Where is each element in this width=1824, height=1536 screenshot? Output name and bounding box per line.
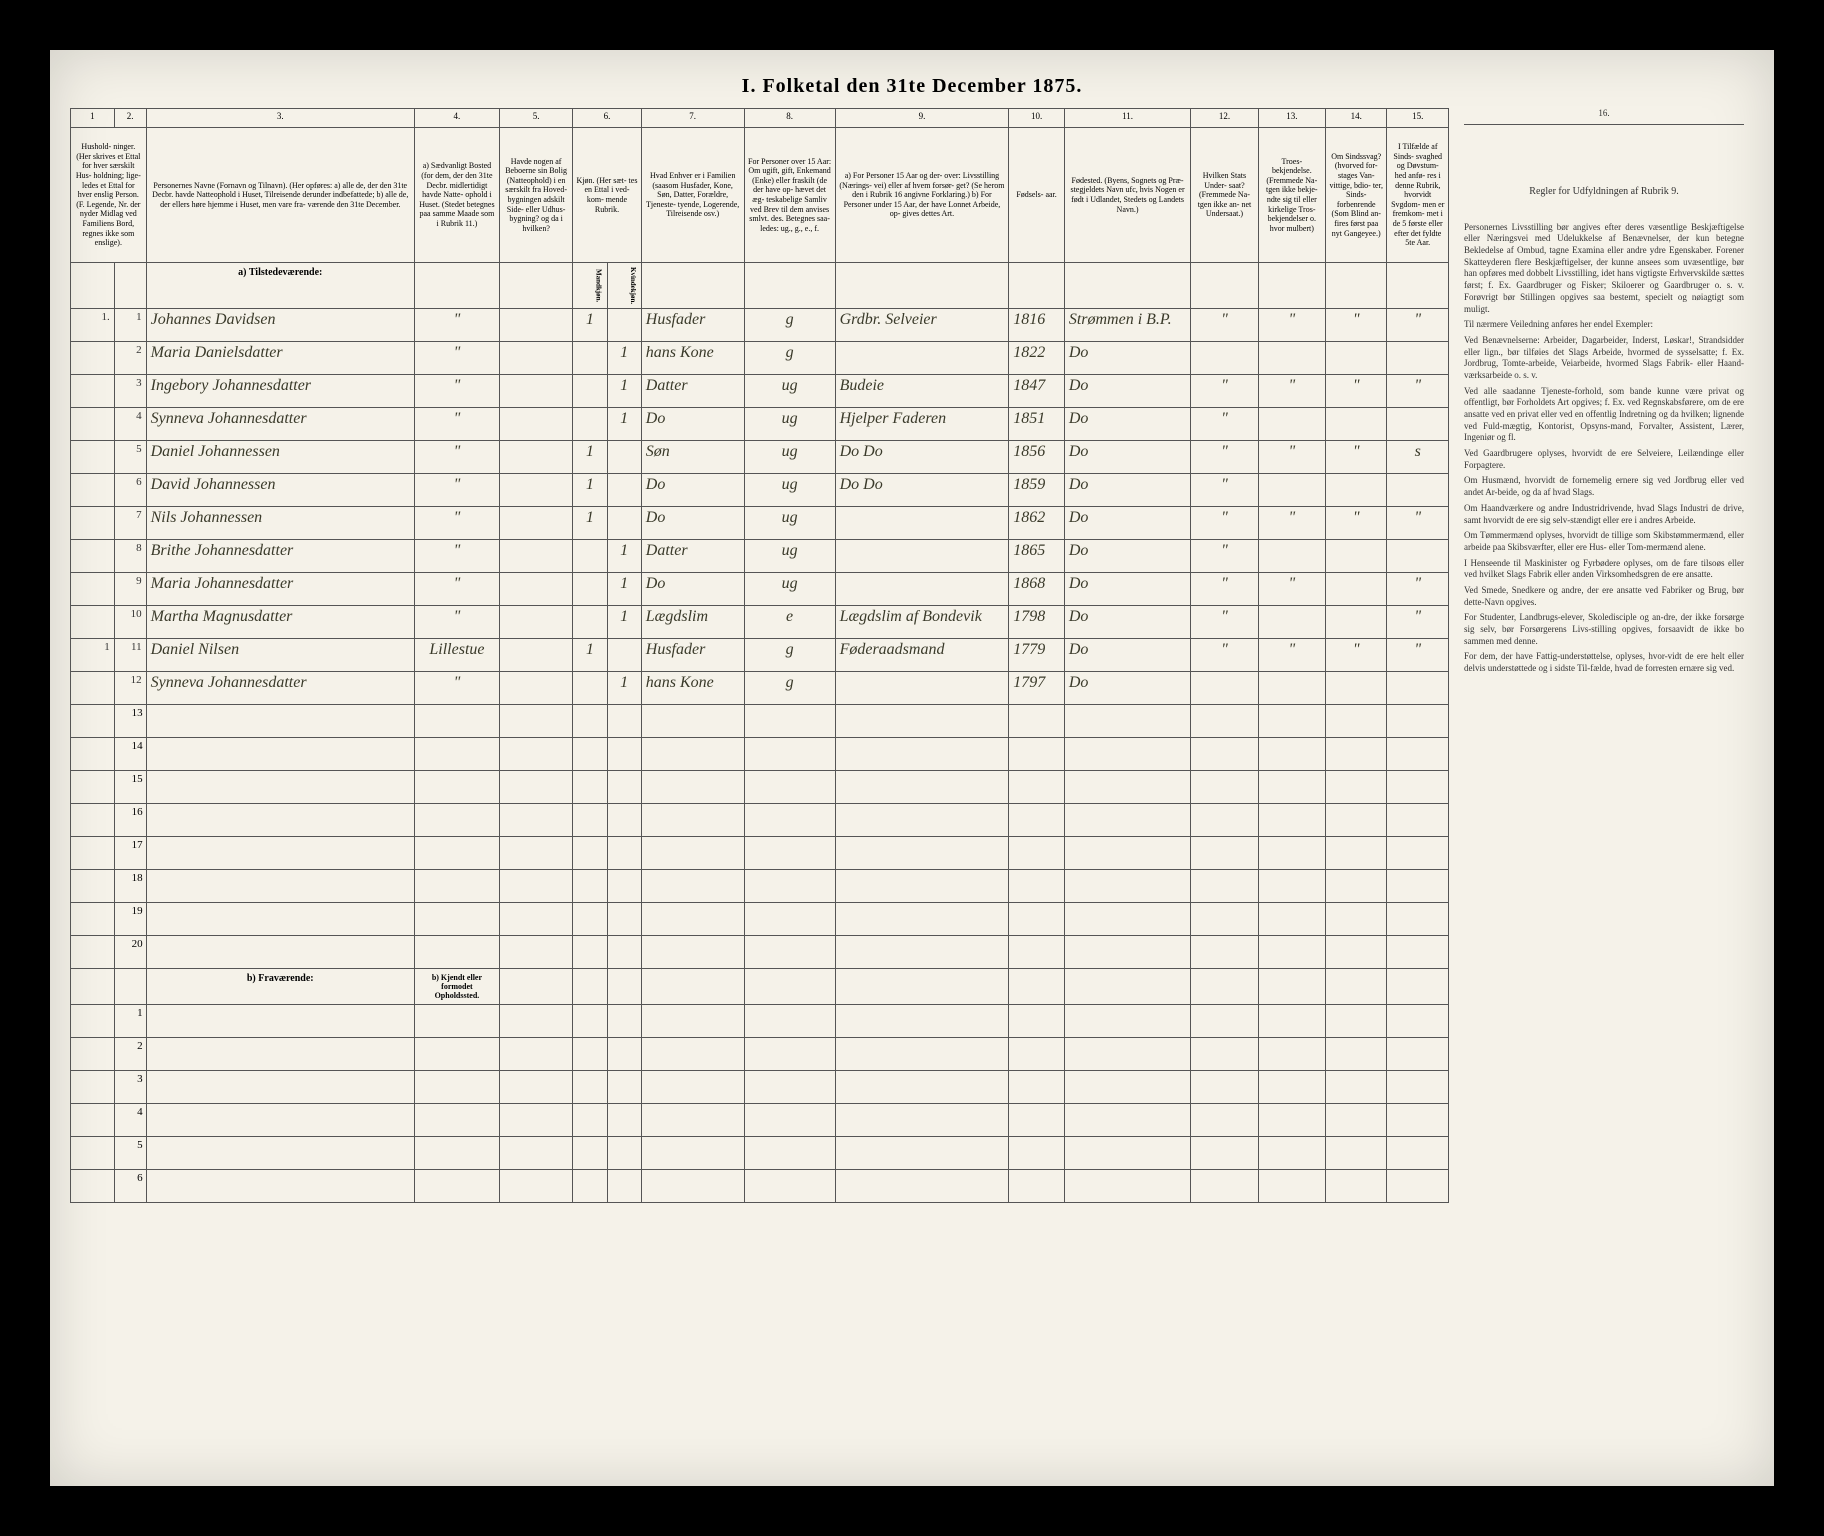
table-row: 14 bbox=[71, 738, 1449, 771]
rules-paragraph: Personernes Livsstilling bør angives eft… bbox=[1464, 222, 1744, 316]
header-marital: For Personer over 15 Aar: Om ugift, gift… bbox=[744, 128, 835, 263]
census-page: I. Folketal den 31te December 1875. 1 2.… bbox=[50, 50, 1774, 1486]
rules-paragraph: Ved Benævnelserne: Arbeider, Dagarbeider… bbox=[1464, 335, 1744, 382]
colnum: 9. bbox=[835, 109, 1009, 128]
rules-paragraph: Til nærmere Veiledning anføres her endel… bbox=[1464, 319, 1744, 331]
table-row: 1. 1 Johannes Davidsen " 1 Husfader g Gr… bbox=[71, 309, 1449, 342]
section-b-row: b) Fraværende: b) Kjendt eller formodet … bbox=[71, 969, 1449, 1005]
table-row: 18 bbox=[71, 870, 1449, 903]
table-row: 13 bbox=[71, 705, 1449, 738]
header-residence: a) Sædvanligt Bosted (for dem, der den 3… bbox=[414, 128, 499, 263]
rules-colnum: 16. bbox=[1464, 108, 1744, 125]
table-row: 4 bbox=[71, 1104, 1449, 1137]
colnum: 3. bbox=[146, 109, 414, 128]
header-occupation: a) For Personer 15 Aar og der- over: Liv… bbox=[835, 128, 1009, 263]
table-row: 20 bbox=[71, 936, 1449, 969]
rules-paragraph: For dem, der have Fattig-understøttelse,… bbox=[1464, 651, 1744, 674]
header-household: Hushold- ninger. (Her skrives et Ettal f… bbox=[71, 128, 147, 263]
content-area: 1 2. 3. 4. 5. 6. 7. 8. 9. 10. 11. 12. 13… bbox=[50, 108, 1774, 1203]
header-onset: I Tilfælde af Sinds- svaghed og Døvstum-… bbox=[1387, 128, 1449, 263]
header-insane: Om Sindssvag? (hvorved for- stages Van- … bbox=[1326, 128, 1387, 263]
rules-paragraph: For Studenter, Landbrugs-elever, Skoledi… bbox=[1464, 612, 1744, 647]
section-b-col4: b) Kjendt eller formodet Opholdssted. bbox=[414, 969, 499, 1005]
colnum: 13. bbox=[1258, 109, 1325, 128]
section-b-label: b) Fraværende: bbox=[146, 969, 414, 1005]
colnum: 12. bbox=[1191, 109, 1258, 128]
header-row: Hushold- ninger. (Her skrives et Ettal f… bbox=[71, 128, 1449, 263]
table-row: 6 David Johannessen " 1 Do ug Do Do 1859… bbox=[71, 474, 1449, 507]
section-a-label: a) Tilstedeværende: bbox=[146, 263, 414, 309]
colnum: 14. bbox=[1326, 109, 1387, 128]
table-row: 19 bbox=[71, 903, 1449, 936]
colnum: 1 bbox=[71, 109, 115, 128]
rules-paragraph: Om Tømmermænd oplyses, hvorvidt de tilli… bbox=[1464, 530, 1744, 553]
table-row: 12 Synneva Johannesdatter " 1 hans Kone … bbox=[71, 672, 1449, 705]
header-names: Personernes Navne (Fornavn og Tilnavn). … bbox=[146, 128, 414, 263]
table-row: 8 Brithe Johannesdatter " 1 Datter ug 18… bbox=[71, 540, 1449, 573]
header-building: Havde nogen af Beboerne sin Bolig (Natte… bbox=[499, 128, 572, 263]
table-row: 1 bbox=[71, 1005, 1449, 1038]
table-row: 15 bbox=[71, 771, 1449, 804]
table-row: 3 Ingebory Johannesdatter " 1 Datter ug … bbox=[71, 375, 1449, 408]
rules-paragraph: I Henseende til Maskinister og Fyrbødere… bbox=[1464, 558, 1744, 581]
table-row: 9 Maria Johannesdatter " 1 Do ug 1868 Do… bbox=[71, 573, 1449, 606]
table-row: 10 Martha Magnusdatter " 1 Lægdslim e Læ… bbox=[71, 606, 1449, 639]
rules-paragraph: Ved Gaardbrugere oplyses, hvorvidt de er… bbox=[1464, 448, 1744, 471]
colnum: 6. bbox=[573, 109, 642, 128]
header-birthplace: Fødested. (Byens, Sognets og Præ- stegje… bbox=[1064, 128, 1190, 263]
colnum: 15. bbox=[1387, 109, 1449, 128]
header-citizenship: Hvilken Stats Under- saat? (Fremmede Na-… bbox=[1191, 128, 1258, 263]
table-row: 6 bbox=[71, 1170, 1449, 1203]
header-sex: Kjøn. (Her sæt- tes en Ettal i ved- kom-… bbox=[573, 128, 642, 263]
header-religion: Troes- bekjendelse. (Fremmede Na- tgen i… bbox=[1258, 128, 1325, 263]
table-row: 17 bbox=[71, 837, 1449, 870]
page-title: I. Folketal den 31te December 1875. bbox=[50, 50, 1774, 108]
table-row: 5 Daniel Johannessen " 1 Søn ug Do Do 18… bbox=[71, 441, 1449, 474]
rules-paragraph: Ved alle saadanne Tjeneste-forhold, som … bbox=[1464, 386, 1744, 444]
header-male: Mandkjøn. bbox=[573, 263, 607, 309]
colnum: 10. bbox=[1009, 109, 1065, 128]
table-row: 5 bbox=[71, 1137, 1449, 1170]
header-female: Kvindekjøn. bbox=[607, 263, 641, 309]
colnum: 5. bbox=[499, 109, 572, 128]
rules-paragraph: Om Haandværkere og andre Industridrivend… bbox=[1464, 503, 1744, 526]
column-number-row: 1 2. 3. 4. 5. 6. 7. 8. 9. 10. 11. 12. 13… bbox=[71, 109, 1449, 128]
table-row: 2 Maria Danielsdatter " 1 hans Kone g 18… bbox=[71, 342, 1449, 375]
rules-paragraph: Ved Smede, Snedkere og andre, der ere an… bbox=[1464, 585, 1744, 608]
colnum: 7. bbox=[641, 109, 744, 128]
rules-paragraph: Om Husmænd, hvorvidt de fornemelig erner… bbox=[1464, 475, 1744, 498]
table-area: 1 2. 3. 4. 5. 6. 7. 8. 9. 10. 11. 12. 13… bbox=[70, 108, 1449, 1203]
colnum: 4. bbox=[414, 109, 499, 128]
section-a-row: a) Tilstedeværende: Mandkjøn. Kvindekjøn… bbox=[71, 263, 1449, 309]
table-row: 2 bbox=[71, 1038, 1449, 1071]
table-row: 3 bbox=[71, 1071, 1449, 1104]
table-row: 7 Nils Johannessen " 1 Do ug 1862 Do " "… bbox=[71, 507, 1449, 540]
table-row: 16 bbox=[71, 804, 1449, 837]
colnum: 8. bbox=[744, 109, 835, 128]
header-birthyear: Fødsels- aar. bbox=[1009, 128, 1065, 263]
colnum: 11. bbox=[1064, 109, 1190, 128]
rules-column: 16. Regler for Udfyldningen af Rubrik 9.… bbox=[1449, 108, 1754, 1203]
census-table: 1 2. 3. 4. 5. 6. 7. 8. 9. 10. 11. 12. 13… bbox=[70, 108, 1449, 1203]
header-family: Hvad Enhver er i Familien (saasom Husfad… bbox=[641, 128, 744, 263]
table-row: 1 11 Daniel Nilsen Lillestue 1 Husfader … bbox=[71, 639, 1449, 672]
colnum: 2. bbox=[114, 109, 146, 128]
rules-title: Regler for Udfyldningen af Rubrik 9. bbox=[1464, 125, 1744, 218]
table-row: 4 Synneva Johannesdatter " 1 Do ug Hjelp… bbox=[71, 408, 1449, 441]
